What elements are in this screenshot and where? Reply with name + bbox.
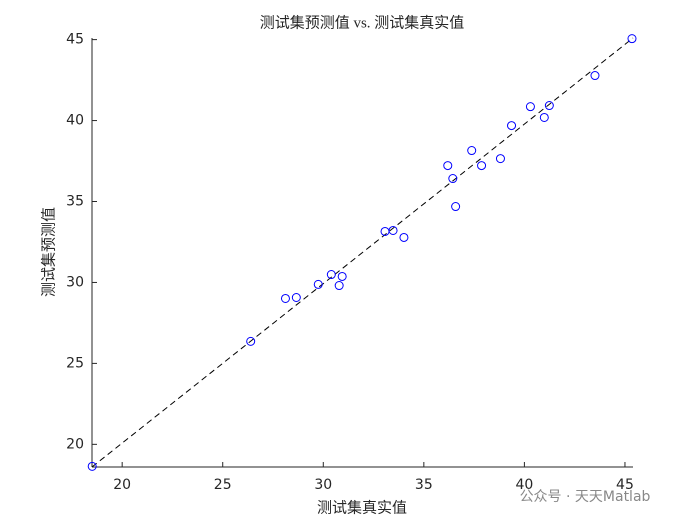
x-axis-label: 测试集真实值 <box>317 498 407 516</box>
diagonal-line <box>91 37 634 468</box>
point <box>326 270 336 280</box>
x-tick-label: 45 <box>616 477 634 493</box>
x-tick-label: 40 <box>515 477 533 493</box>
y-tick-label: 35 <box>66 194 84 210</box>
point <box>337 271 347 281</box>
point <box>87 461 97 471</box>
chart-title: 测试集预测值 vs. 测试集真实值 <box>260 13 465 31</box>
point <box>443 161 453 171</box>
point <box>467 146 477 156</box>
point <box>313 279 323 289</box>
watermark: 公众号 · 天天Matlab <box>520 489 651 505</box>
point <box>627 34 637 44</box>
x-tick-label: 20 <box>113 477 131 493</box>
point <box>246 336 256 346</box>
y-axis-label: 测试集预测值 <box>40 207 57 297</box>
y-tick-label: 20 <box>66 436 84 452</box>
y-tick-label: 30 <box>66 274 84 290</box>
x-tick-label: 25 <box>214 477 232 493</box>
point <box>451 202 461 212</box>
y-tick-label: 25 <box>66 355 84 371</box>
x-tick-label: 30 <box>314 477 332 493</box>
point <box>507 121 517 131</box>
point <box>525 102 535 112</box>
point <box>477 161 487 171</box>
x-tick-label: 35 <box>415 477 433 493</box>
point <box>334 281 344 291</box>
point <box>291 293 301 303</box>
point <box>539 112 549 122</box>
point <box>448 174 458 184</box>
y-tick-label: 45 <box>66 32 84 48</box>
y-tick-label: 40 <box>66 113 84 129</box>
point <box>399 232 409 242</box>
point <box>280 293 290 303</box>
point <box>590 71 600 81</box>
point <box>388 225 398 235</box>
point <box>544 101 554 111</box>
point <box>495 154 505 164</box>
